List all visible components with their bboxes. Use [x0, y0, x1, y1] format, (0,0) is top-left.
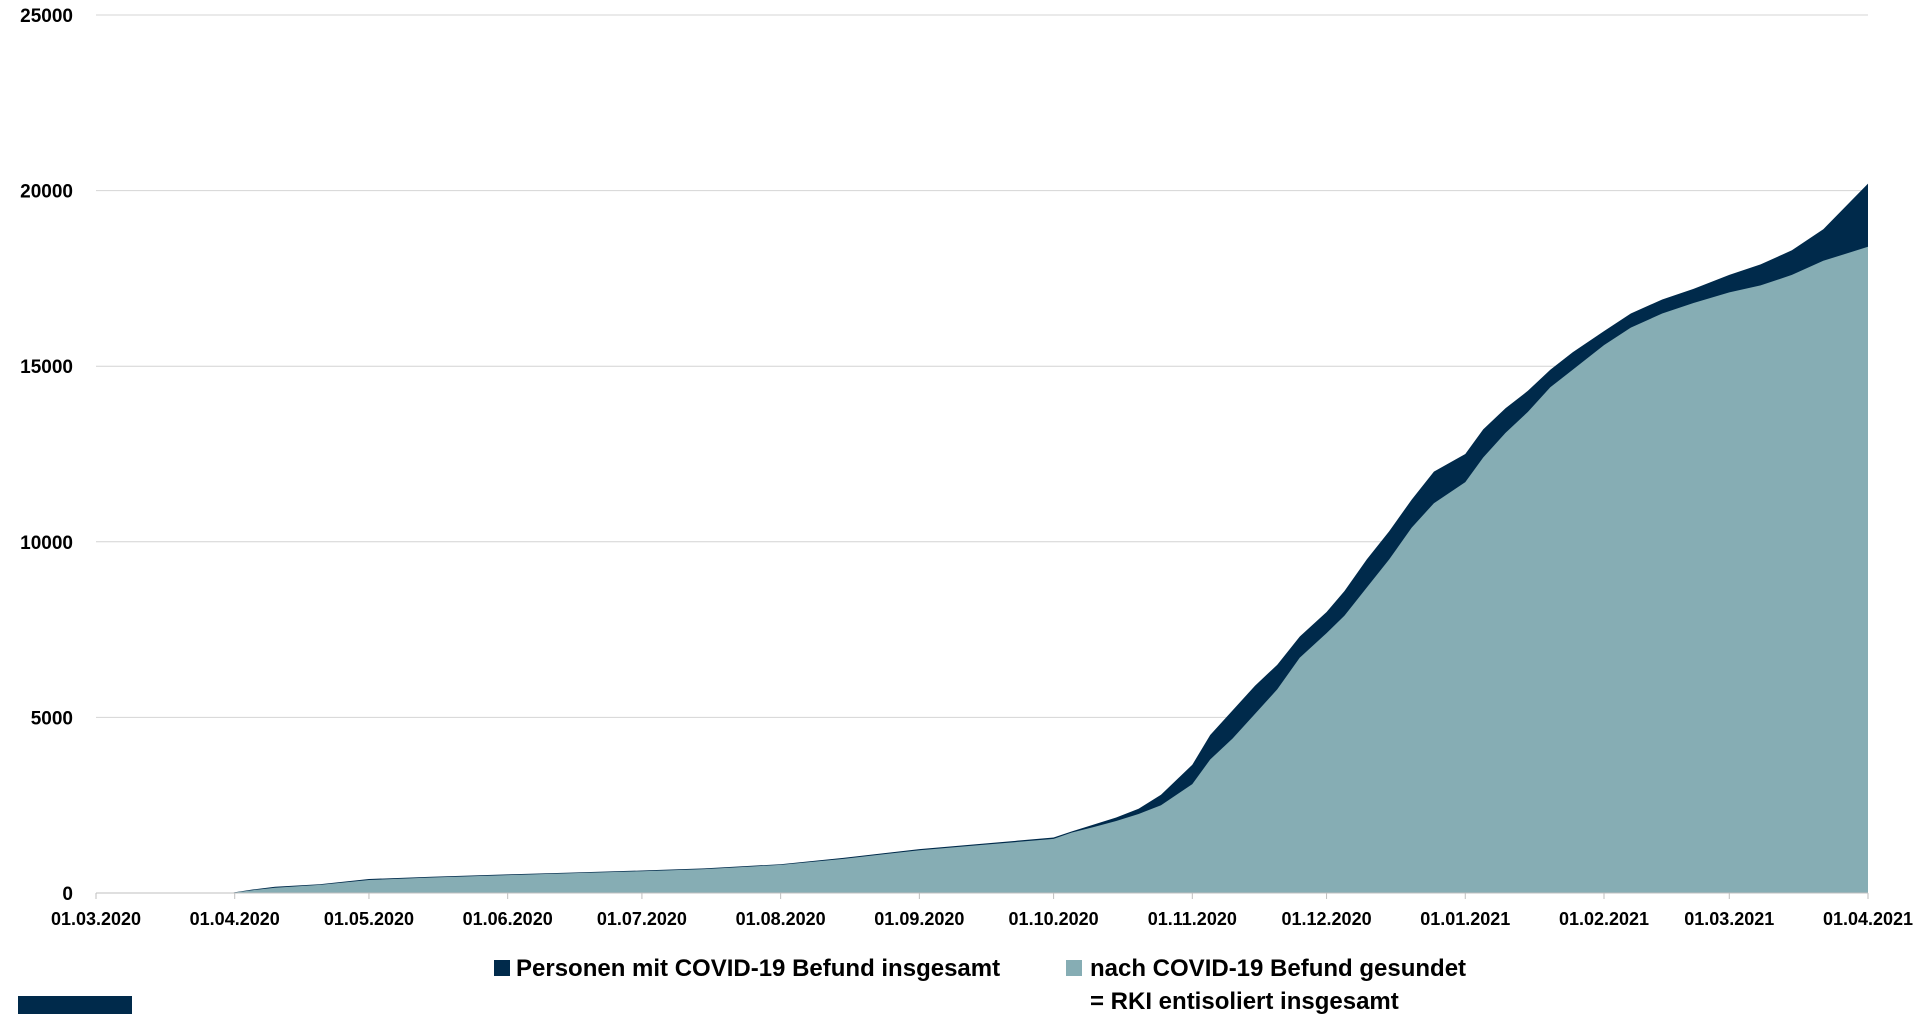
y-tick-label: 10000: [20, 533, 73, 554]
x-tick-label: 01.08.2020: [736, 909, 826, 929]
y-tick-label: 25000: [20, 6, 73, 27]
x-axis-ticks: 01.03.2020 01.04.2020 01.05.2020 01.06.2020…: [51, 909, 1913, 929]
x-tick-label: 01.12.2020: [1282, 909, 1372, 929]
x-tick-label: 01.01.2021: [1420, 909, 1510, 929]
x-tick-label: 01.05.2020: [324, 909, 414, 929]
x-tick-label: 01.06.2020: [463, 909, 553, 929]
y-tick-label: 5000: [31, 708, 73, 729]
y-tick-label: 20000: [20, 182, 73, 203]
legend-label-recovered-line2: = RKI entisoliert insgesamt: [1090, 988, 1399, 1014]
area-recovered: [96, 246, 1868, 894]
x-tick-label: 01.11.2020: [1148, 909, 1237, 929]
legend-label-total: Personen mit COVID-19 Befund insgesamt: [516, 955, 1000, 982]
y-tick-label: 15000: [20, 357, 73, 378]
y-axis-ticks: 0 5000 10000 15000 20000 25000: [20, 6, 73, 905]
legend-swatch-recovered: [1066, 960, 1082, 976]
x-tick-label: 01.03.2021: [1684, 909, 1774, 929]
corner-logo-block: [18, 996, 132, 1014]
x-tick-label: 01.09.2020: [874, 909, 964, 929]
legend: Personen mit COVID-19 Befund insgesamt n…: [494, 955, 1466, 1015]
x-tick-label: 01.02.2021: [1559, 909, 1649, 929]
x-tick-label: 01.10.2020: [1009, 909, 1099, 929]
x-axis: [95, 892, 1869, 899]
areas: [96, 183, 1868, 894]
legend-label-recovered-line1: nach COVID-19 Befund gesundet: [1090, 955, 1466, 982]
legend-swatch-total: [494, 960, 510, 976]
y-tick-label: 0: [62, 884, 73, 905]
x-tick-label: 01.04.2020: [190, 909, 280, 929]
x-tick-label: 01.03.2020: [51, 909, 141, 929]
x-tick-label: 01.04.2021: [1823, 909, 1913, 929]
x-tick-label: 01.07.2020: [597, 909, 687, 929]
